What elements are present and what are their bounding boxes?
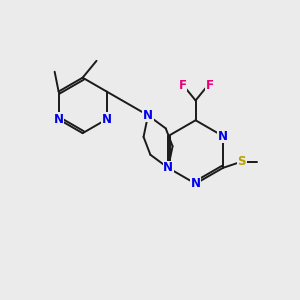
Text: N: N: [102, 113, 112, 126]
Text: F: F: [206, 79, 213, 92]
Text: F: F: [179, 79, 187, 92]
Text: N: N: [54, 113, 64, 126]
Text: N: N: [218, 130, 228, 142]
Text: N: N: [163, 161, 173, 174]
Text: N: N: [190, 177, 201, 190]
Text: N: N: [143, 109, 153, 122]
Text: S: S: [238, 155, 246, 168]
